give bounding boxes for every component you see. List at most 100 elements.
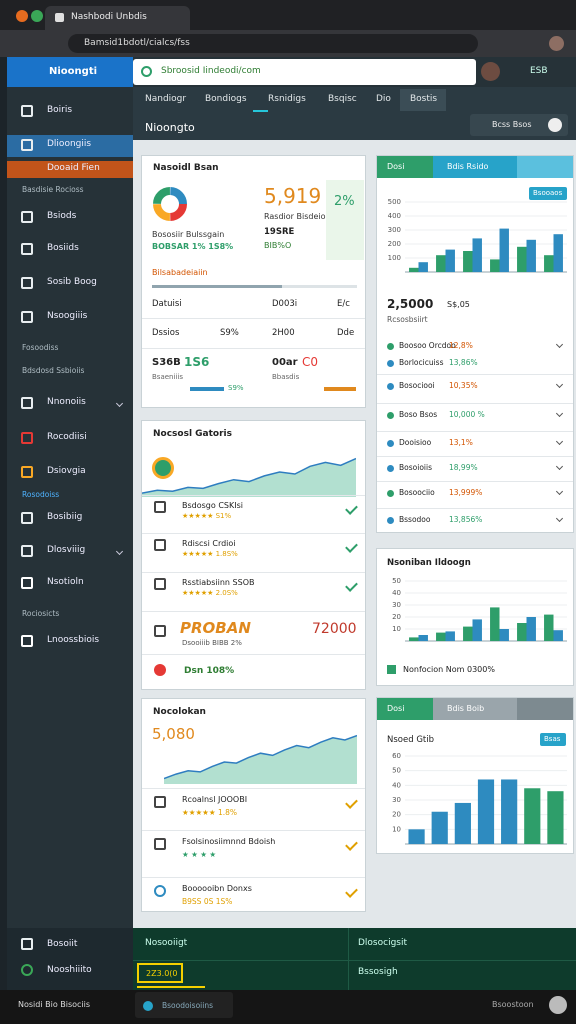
y-tick-label: 400 [388, 212, 401, 220]
sidebar-item[interactable]: Rocodiisi [47, 432, 87, 442]
card-tab[interactable]: Dosi [387, 704, 405, 713]
donut-segment [153, 187, 187, 221]
tab[interactable]: Rsnidigs [268, 94, 306, 104]
browser-tab[interactable]: Nashbodi Unbdis [45, 6, 190, 30]
sidebar-item[interactable]: Dooaid Fien [47, 163, 100, 173]
row-value: 10,000 % [449, 410, 485, 419]
row-dot [387, 490, 394, 497]
bar [517, 246, 527, 272]
search-icon [141, 66, 152, 77]
row-value: 13,856% [449, 515, 483, 524]
tab-title[interactable]: Nashbodi Unbdis [71, 12, 147, 22]
bar [445, 249, 455, 272]
sidebar-item[interactable]: Dsiovgia [47, 466, 86, 476]
divider [377, 374, 573, 375]
app-name: Nioongti [49, 66, 98, 77]
search-bar[interactable]: Sbroosid Iindeodi/com [133, 59, 476, 85]
page-title: Nioongto [145, 121, 195, 134]
bar [499, 629, 509, 641]
sidebar-item[interactable]: Nsoogiiis [47, 311, 88, 321]
card-tab[interactable]: Bdis Boib [447, 704, 485, 713]
selected-field[interactable]: 2Z3.0(0 [137, 963, 183, 983]
icon [21, 105, 33, 117]
tab-light [517, 156, 573, 178]
change-box [326, 180, 364, 260]
sidebar-item[interactable]: Dlioongiis [47, 139, 92, 149]
sidebar-item[interactable]: Lnoossbiois [47, 635, 100, 645]
bottom-title: Bssosigh [358, 967, 398, 977]
tab[interactable]: Bostis [410, 94, 438, 104]
row-value: 13,999% [449, 488, 483, 497]
bar [501, 779, 518, 844]
y-tick-label: 20 [392, 613, 401, 621]
total: 2,5000 [387, 297, 434, 311]
item-title: Boooooibn Donxs [182, 884, 252, 893]
sidebar-item[interactable]: Sosib Boog [47, 277, 97, 287]
sidebar-section: Basdisie Rocioss [22, 185, 84, 194]
y-tick-label: 50 [392, 577, 401, 585]
row-label: Boso Bsos [399, 410, 438, 419]
chip-button[interactable]: Bsooaos [529, 187, 567, 200]
search-button-text[interactable]: Bcss Bsos [492, 120, 532, 129]
goal-icon [152, 457, 174, 479]
tab[interactable]: Nandiogr [145, 94, 187, 104]
chip-button[interactable]: Bsas [540, 733, 566, 746]
stat: BIB%O [264, 241, 292, 250]
row-cell: 2H00 [272, 328, 295, 338]
y-tick-label: 40 [392, 781, 401, 789]
chip-text[interactable]: Bsooaos [533, 189, 563, 197]
search-text[interactable]: Sbroosid Iindeodi/com [161, 66, 261, 76]
caption: Rcsosbsiirt [387, 315, 428, 324]
item-sub: ★★★★★ 1.8S% [182, 550, 238, 558]
icon [21, 545, 33, 557]
row-dot [387, 360, 394, 367]
tab[interactable]: Bondiogs [205, 94, 247, 104]
bottom-split [348, 928, 349, 990]
row-label: Bssodoo [399, 515, 431, 524]
card-title: Nsoniban Ildoogn [387, 558, 471, 568]
y-tick-label: 10 [392, 625, 401, 633]
item-title: Bsdosgo CSKIsi [182, 501, 243, 510]
bar [436, 632, 446, 641]
url-field[interactable]: Bamsid1bdotl/cialcs/fss [68, 34, 478, 53]
bar [409, 267, 419, 272]
divider [377, 481, 573, 482]
row-value: 13,86% [449, 358, 478, 367]
tab[interactable]: Dio [376, 94, 391, 104]
selected-value[interactable]: 2Z3.0(0 [146, 969, 178, 978]
window-controls [478, 10, 568, 22]
url-text[interactable]: Bamsid1bdotl/cialcs/fss [84, 38, 190, 48]
icon [21, 635, 33, 647]
sidebar-item[interactable]: Nooshiiito [47, 965, 92, 975]
card-tab[interactable]: Dosi [387, 162, 405, 171]
tab[interactable]: Bsqisc [328, 94, 357, 104]
bar [553, 234, 563, 272]
bar [445, 631, 455, 641]
sidebar-item[interactable]: Bosoiit [47, 939, 78, 949]
tab-blue [433, 156, 517, 178]
chevron [555, 514, 564, 523]
search-button[interactable]: Bcss Bsos [470, 114, 568, 136]
sidebar-item[interactable]: Dlosviiig [47, 545, 86, 555]
sidebar-item[interactable]: Nnonoiis [47, 397, 86, 407]
sidebar-item[interactable]: Nsotioln [47, 577, 84, 587]
metric-caption: Bbasdis [272, 373, 300, 381]
bar [526, 617, 536, 641]
highlight-item [7, 161, 133, 178]
sidebar-item[interactable]: Bosibiig [47, 512, 83, 522]
row-cell: D003i [272, 299, 298, 309]
firefox-icon [16, 10, 28, 22]
chip-text[interactable]: Bsas [544, 735, 561, 743]
icon [154, 885, 166, 897]
sidebar-item[interactable]: Bsiods [47, 211, 77, 221]
area-chart [164, 734, 357, 784]
sidebar-section: Rociosicts [22, 609, 60, 618]
sidebar-item[interactable]: Bosiids [47, 243, 79, 253]
card-tab[interactable]: Bdis Rsido [447, 162, 489, 171]
sidebar-item[interactable]: Boiris [47, 105, 73, 115]
icon [21, 397, 33, 409]
tab-grey [433, 698, 517, 720]
sidebar-section: Bdsdosd Ssbioiis [22, 366, 85, 375]
bar [544, 614, 554, 641]
